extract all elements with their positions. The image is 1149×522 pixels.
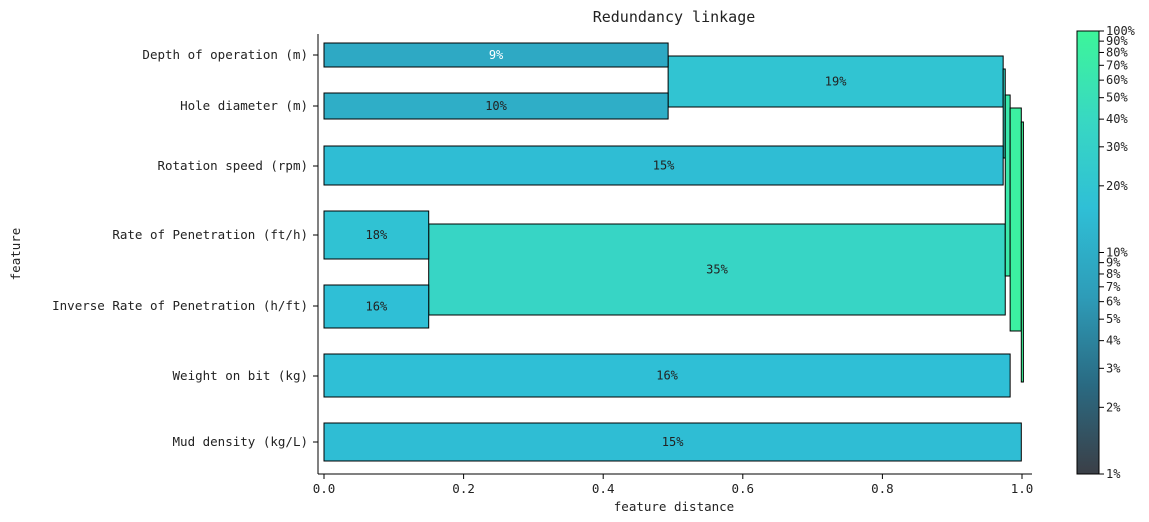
x-tick-label: 0.2 bbox=[452, 481, 475, 496]
y-tick-label: Depth of operation (m) bbox=[142, 47, 308, 62]
colorbar-tick-label: 10% bbox=[1106, 246, 1128, 260]
x-tick-label: 0.0 bbox=[313, 481, 336, 496]
colorbar-tick-label: 6% bbox=[1106, 295, 1121, 309]
feature-bar-label: 15% bbox=[653, 159, 675, 173]
y-tick-label: Rotation speed (rpm) bbox=[157, 158, 308, 173]
feature-bar-label: 16% bbox=[366, 300, 388, 314]
merge-bar-label: 19% bbox=[825, 75, 847, 89]
colorbar-tick-label: 7% bbox=[1106, 280, 1121, 294]
merge-bar bbox=[1009, 107, 1022, 332]
colorbar-tick-label: 90% bbox=[1106, 34, 1128, 48]
feature-bar-label: 18% bbox=[366, 228, 388, 242]
feature-bar bbox=[323, 145, 1004, 186]
colorbar-tick-label: 50% bbox=[1106, 91, 1128, 105]
colorbar: 1% 2% 3% 4% 5% 6%7%8%9%10% 20% 30% 40% 50% 60%70%8… bbox=[1076, 24, 1136, 481]
y-tick-label: Weight on bit (kg) bbox=[173, 368, 308, 383]
feature-bar-label: 9% bbox=[489, 48, 504, 62]
colorbar-tick-label: 2% bbox=[1106, 400, 1121, 414]
y-tick-label: Inverse Rate of Penetration (h/ft) bbox=[52, 298, 308, 313]
feature-bar-label: 15% bbox=[662, 435, 684, 449]
colorbar-tick-label: 20% bbox=[1106, 179, 1128, 193]
colorbar-tick-label: 9% bbox=[1106, 256, 1121, 270]
merge-bar bbox=[428, 223, 1006, 316]
colorbar-tick-label: 60% bbox=[1106, 73, 1128, 87]
colorbar-tick-label: 80% bbox=[1106, 45, 1128, 59]
bars-group bbox=[323, 42, 1024, 462]
y-tick-label: Mud density (kg/L) bbox=[173, 434, 308, 449]
x-ticks-group: 0.0 0.2 0.4 0.6 0.8 1.0 bbox=[313, 474, 1034, 496]
y-tick-label: Hole diameter (m) bbox=[180, 98, 308, 113]
feature-bar bbox=[323, 422, 1022, 462]
colorbar-tick-label: 1% bbox=[1106, 467, 1121, 481]
feature-bar bbox=[323, 92, 669, 120]
feature-bar bbox=[323, 42, 669, 68]
feature-bar-label: 16% bbox=[656, 369, 678, 383]
colorbar-tick-label: 4% bbox=[1106, 334, 1121, 348]
colorbar-tick-label: 30% bbox=[1106, 140, 1128, 154]
x-tick-label: 1.0 bbox=[1011, 481, 1034, 496]
merge-bar bbox=[667, 55, 1004, 108]
y-axis-label: feature bbox=[8, 228, 23, 281]
chart-title: Redundancy linkage bbox=[593, 8, 756, 26]
merge-bar bbox=[1004, 94, 1011, 277]
merge-bar bbox=[1020, 121, 1024, 383]
x-tick-label: 0.4 bbox=[592, 481, 615, 496]
colorbar-tick-label: 100% bbox=[1106, 24, 1136, 38]
feature-bar bbox=[323, 284, 430, 329]
merge-bar-label: 35% bbox=[706, 263, 728, 277]
x-tick-label: 0.8 bbox=[871, 481, 894, 496]
y-tick-label: Rate of Penetration (ft/h) bbox=[112, 227, 308, 242]
x-axis-label: feature distance bbox=[614, 499, 734, 514]
colorbar-tick-label: 5% bbox=[1106, 312, 1121, 326]
feature-bar-label: 10% bbox=[485, 99, 507, 113]
feature-bar bbox=[323, 210, 430, 260]
colorbar-tick-label: 8% bbox=[1106, 267, 1121, 281]
colorbar-tick-label: 40% bbox=[1106, 112, 1128, 126]
feature-bar bbox=[323, 353, 1011, 398]
colorbar-ticks-group: 1% 2% 3% 4% 5% 6%7%8%9%10% 20% 30% 40% 50% 60%70%8… bbox=[1099, 24, 1136, 481]
y-ticks-group: Depth of operation (m) Hole diameter (m) R… bbox=[52, 47, 318, 449]
bar-labels-group: 19% 35% 9% 10% 15% 18% 16% 16% 15% bbox=[366, 48, 848, 449]
colorbar-tick-label: 3% bbox=[1106, 361, 1121, 375]
x-tick-label: 0.6 bbox=[732, 481, 755, 496]
colorbar-tick-label: 70% bbox=[1106, 58, 1128, 72]
colorbar-gradient bbox=[1076, 30, 1100, 475]
